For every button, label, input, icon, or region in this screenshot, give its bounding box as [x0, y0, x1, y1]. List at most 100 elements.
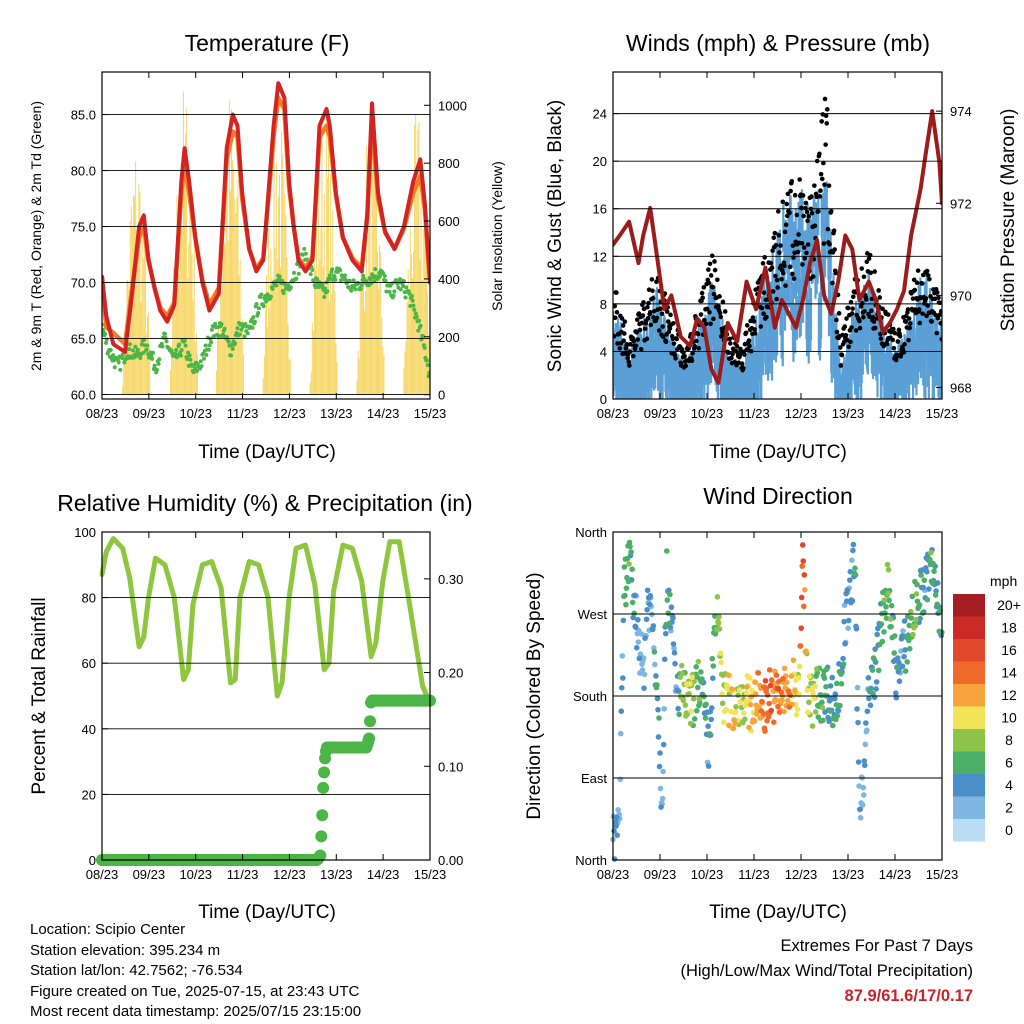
gust-point: [913, 307, 918, 312]
dewpoint-point: [186, 350, 191, 355]
gust-point: [633, 343, 639, 349]
direction-point: [752, 679, 758, 686]
direction-point: [712, 613, 718, 619]
direction-point: [827, 708, 833, 714]
direction-point: [655, 734, 662, 740]
direction-point: [865, 675, 872, 681]
gust-point: [707, 261, 713, 267]
direction-point: [746, 724, 752, 731]
direction-point: [792, 688, 798, 694]
dewpoint-point: [194, 369, 199, 374]
gust-point: [660, 334, 666, 340]
gust-point: [764, 314, 769, 320]
dewpoint-point: [412, 307, 417, 312]
direction-point: [781, 665, 788, 672]
gust-point: [683, 363, 689, 369]
x-tick-label: 14/23: [367, 406, 400, 421]
direction-point: [682, 702, 689, 708]
direction-point: [884, 561, 891, 568]
gust-point: [864, 259, 870, 265]
direction-point: [644, 587, 651, 594]
dewpoint-point: [417, 318, 422, 323]
station-info: Location: Scipio Center Station elevatio…: [30, 920, 361, 1023]
gust-point: [778, 243, 783, 248]
gust-point: [773, 273, 778, 279]
colorbar-label: 10: [1001, 710, 1017, 726]
x-tick-label: 09/23: [644, 406, 677, 421]
dewpoint-point: [150, 350, 155, 355]
direction-point: [647, 592, 654, 599]
direction-point: [650, 623, 657, 629]
dewpoint-point: [112, 365, 117, 370]
gust-point: [790, 271, 795, 277]
dewpoint-point: [409, 294, 414, 299]
direction-point: [655, 706, 661, 713]
direction-point: [660, 741, 667, 748]
dewpoint-point: [259, 292, 264, 297]
direction-xlabel: Time (Day/UTC): [709, 902, 847, 923]
gust-point: [804, 250, 809, 256]
gust-point: [821, 241, 827, 246]
gust-point: [804, 209, 810, 215]
gust-point: [853, 328, 859, 333]
colorbar-label: 6: [1005, 755, 1013, 771]
x-tick-label: 10/23: [691, 406, 724, 421]
direction-point: [768, 677, 775, 683]
dewpoint-point: [103, 332, 108, 337]
dewpoint-point: [237, 332, 242, 337]
direction-point: [862, 741, 869, 748]
direction-point: [874, 625, 881, 632]
gust-point: [746, 338, 752, 343]
direction-point: [620, 617, 627, 624]
colorbar-swatch: [953, 639, 985, 662]
direction-point: [783, 679, 790, 686]
direction-point: [805, 709, 811, 716]
gust-point: [795, 249, 801, 255]
gust-point: [805, 218, 810, 224]
gust-point: [720, 299, 726, 305]
gust-point: [729, 355, 734, 361]
direction-point: [818, 692, 825, 698]
dewpoint-point: [254, 301, 259, 306]
gust-point: [748, 318, 753, 324]
dewpoint-point: [154, 367, 159, 372]
direction-point: [873, 686, 879, 692]
direction-point: [767, 682, 774, 689]
direction-point: [902, 647, 908, 653]
direction-point: [913, 591, 920, 597]
colorbar-swatch: [953, 616, 985, 639]
direction-point: [708, 705, 715, 711]
direction-point: [730, 725, 737, 732]
direction-point: [698, 669, 704, 675]
direction-point: [743, 690, 750, 696]
gust-point: [857, 325, 863, 331]
colorbar-swatch: [953, 594, 985, 617]
gust-point: [666, 329, 672, 335]
direction-point: [838, 680, 845, 687]
colorbar-label: 0: [1005, 822, 1013, 838]
temperature-ylabel-right: Solar Insolation (Yellow): [489, 161, 505, 311]
direction-point: [621, 564, 628, 570]
gust-point: [706, 267, 711, 272]
gust-point: [907, 321, 913, 326]
temperature-ylabel-left: 2m & 9m T (Red, Orange) & 2m Td (Green): [28, 101, 44, 371]
direction-point: [860, 792, 867, 798]
direction-point: [826, 718, 832, 725]
gust-point: [789, 178, 795, 184]
recent-data-text: Most recent data timestamp: 2025/07/15 2…: [30, 1003, 362, 1020]
gust-point: [707, 309, 712, 315]
direction-point: [705, 723, 711, 729]
y-tick-label: 70.0: [71, 276, 96, 291]
dewpoint-point: [149, 353, 154, 358]
dewpoint-point: [183, 343, 188, 348]
gust-point: [703, 321, 709, 327]
direction-point: [910, 631, 916, 638]
gust-point: [664, 309, 670, 314]
gust-point: [906, 316, 912, 321]
plot-frame: [101, 71, 431, 400]
dewpoint-point: [256, 310, 261, 315]
gust-point: [890, 337, 896, 343]
direction-point: [635, 639, 642, 645]
direction-point: [829, 722, 836, 729]
y2-tick-label: 0.00: [438, 853, 463, 868]
